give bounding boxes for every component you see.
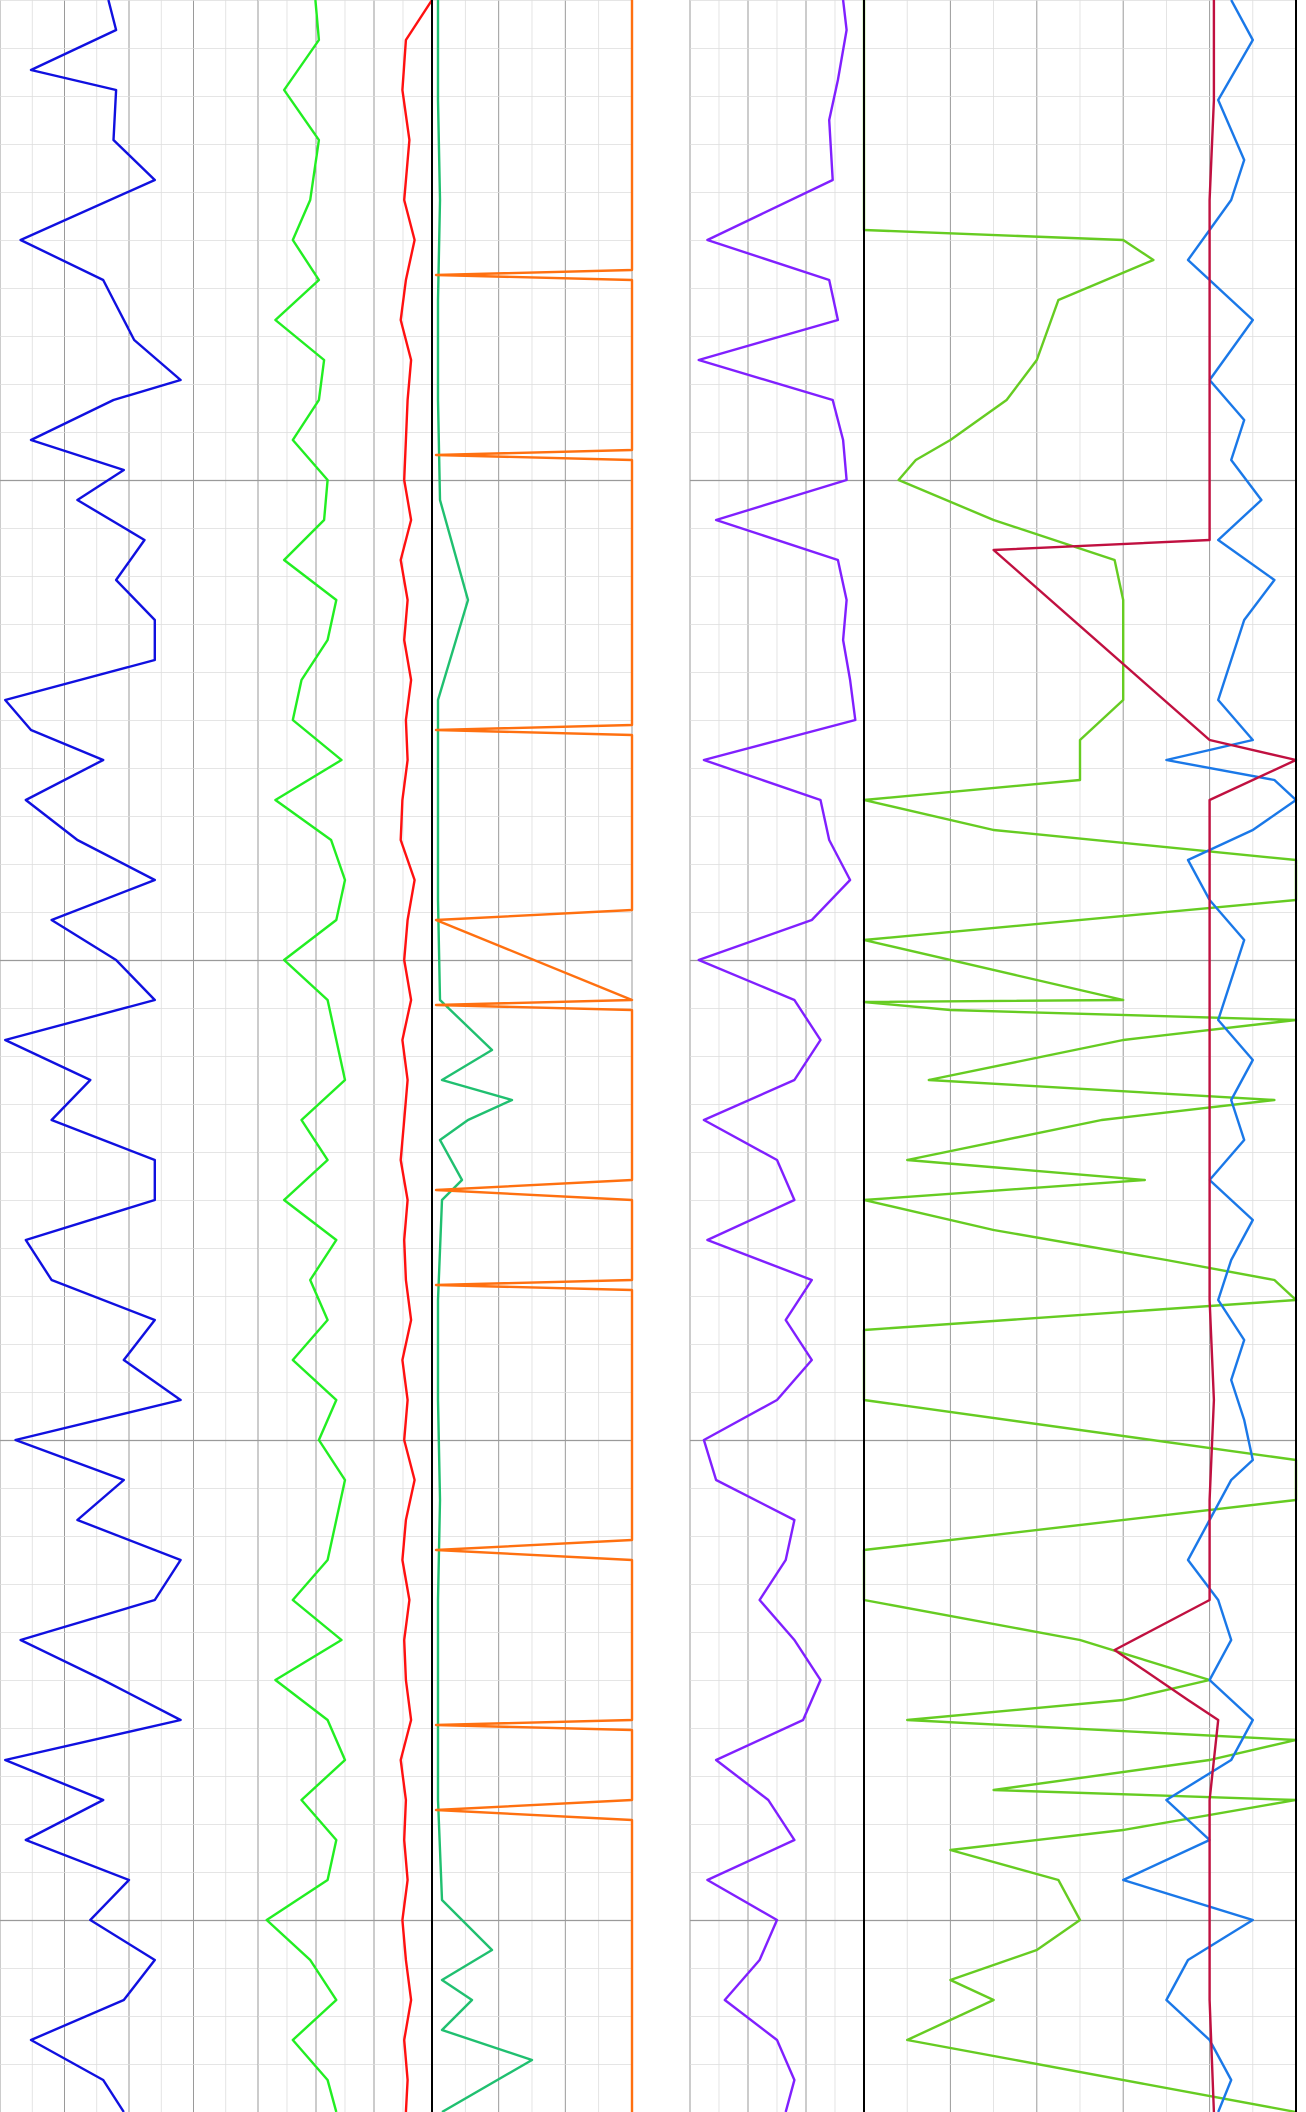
curve-track-5-lime [862,0,1298,2112]
curve-track-3-orange [434,0,634,2112]
curve-track-4-purple [697,0,857,2112]
curve-track-5-lightblue [1121,0,1298,2112]
curve-track-5-crimson [992,0,1298,2112]
track-borders [431,0,1297,2112]
curve-track-2-red [399,0,434,2112]
curve-track-2-green [265,0,347,2112]
curve-track-3-teal [436,0,534,2112]
curve-track-1-blue [3,0,182,2112]
series-layer [3,0,1298,2112]
